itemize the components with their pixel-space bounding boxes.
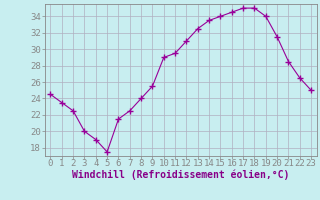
X-axis label: Windchill (Refroidissement éolien,°C): Windchill (Refroidissement éolien,°C) <box>72 169 290 180</box>
